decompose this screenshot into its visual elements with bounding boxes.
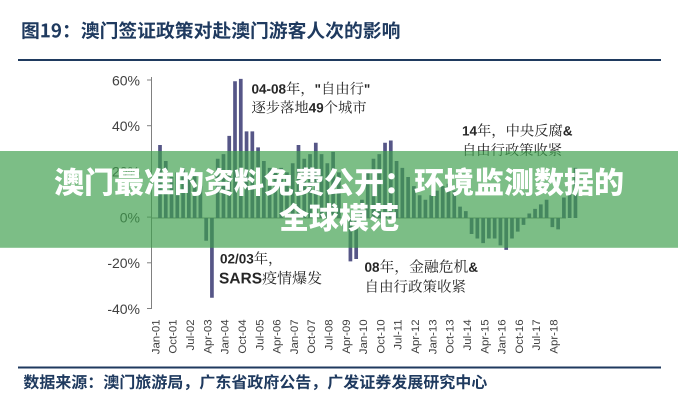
svg-text:Jul-11: Jul-11 <box>393 319 405 349</box>
svg-text:Jan-04: Jan-04 <box>220 319 232 354</box>
svg-text:Apr-06: Apr-06 <box>272 319 284 353</box>
svg-text:-20%: -20% <box>107 255 140 271</box>
svg-text:Jan-10: Jan-10 <box>358 319 370 354</box>
svg-text:Apr-18: Apr-18 <box>549 319 561 353</box>
svg-text:Oct-01: Oct-01 <box>168 319 180 353</box>
svg-text:Jul-08: Jul-08 <box>324 319 336 350</box>
svg-text:Jan-07: Jan-07 <box>289 319 301 354</box>
svg-text:Oct-10: Oct-10 <box>375 319 387 353</box>
svg-text:Jan-13: Jan-13 <box>427 319 439 354</box>
svg-text:Jan-16: Jan-16 <box>497 319 509 354</box>
svg-text:Oct-04: Oct-04 <box>237 319 249 353</box>
svg-text:Oct-13: Oct-13 <box>445 319 457 353</box>
svg-text:60%: 60% <box>112 72 140 88</box>
svg-text:Jan-01: Jan-01 <box>150 319 162 354</box>
svg-text:-40%: -40% <box>107 301 140 317</box>
svg-text:Jul-17: Jul-17 <box>531 319 543 350</box>
svg-text:Apr-15: Apr-15 <box>479 319 491 353</box>
svg-text:Oct-16: Oct-16 <box>514 319 526 353</box>
svg-text:Apr-03: Apr-03 <box>202 319 214 353</box>
svg-text:40%: 40% <box>112 118 140 134</box>
svg-text:Jul-14: Jul-14 <box>462 319 474 350</box>
svg-text:Oct-07: Oct-07 <box>306 319 318 353</box>
svg-text:Jul-02: Jul-02 <box>185 319 197 350</box>
svg-text:Apr-09: Apr-09 <box>341 319 353 353</box>
svg-text:Jul-05: Jul-05 <box>254 319 266 350</box>
svg-text:Apr-12: Apr-12 <box>410 319 422 353</box>
